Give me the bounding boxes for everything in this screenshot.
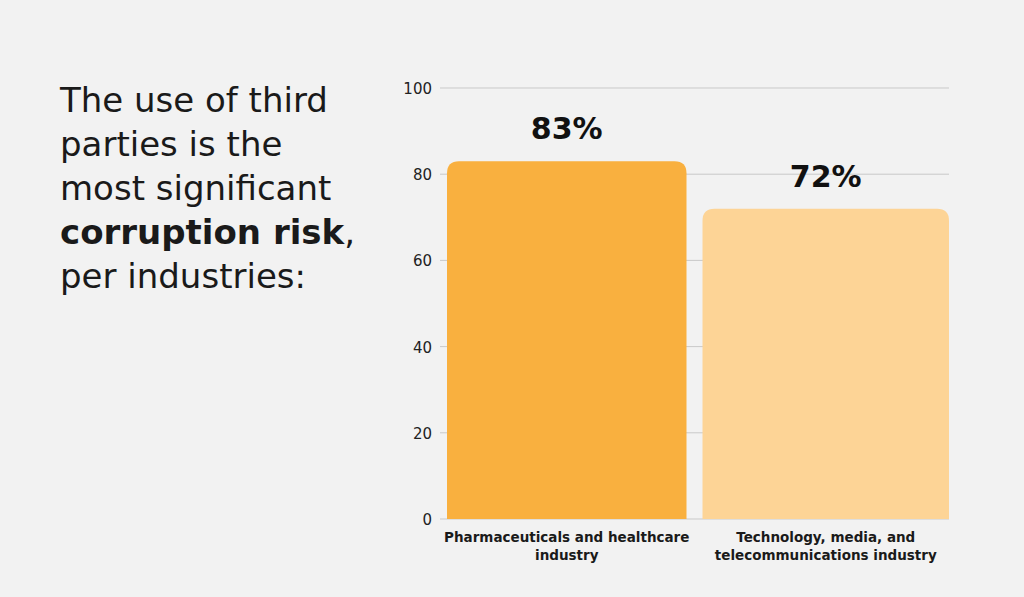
y-tick-label: 80 (413, 166, 432, 184)
data-label: 72% (790, 159, 862, 194)
title: The use of third parties is the most sig… (60, 78, 372, 298)
bar (703, 209, 950, 519)
data-label: 83% (531, 111, 603, 146)
bar (447, 161, 687, 519)
title-emphasis: corruption risk (60, 212, 344, 252)
chart: 0 20 40 60 80 100 83% 72% (0, 0, 1024, 597)
y-tick-label: 0 (422, 511, 432, 529)
bars (447, 161, 949, 519)
grid-line (440, 88, 949, 89)
y-tick-label: 40 (413, 339, 432, 357)
y-tick-label: 100 (403, 80, 432, 98)
x-tick-label: Technology, media, and telecommunication… (690, 528, 962, 564)
y-tick-label: 20 (413, 425, 432, 443)
stage: The use of third parties is the most sig… (0, 0, 1024, 597)
x-tick-label: Pharmaceuticals and healthcare industry (431, 528, 703, 564)
y-tick-label: 60 (413, 252, 432, 270)
